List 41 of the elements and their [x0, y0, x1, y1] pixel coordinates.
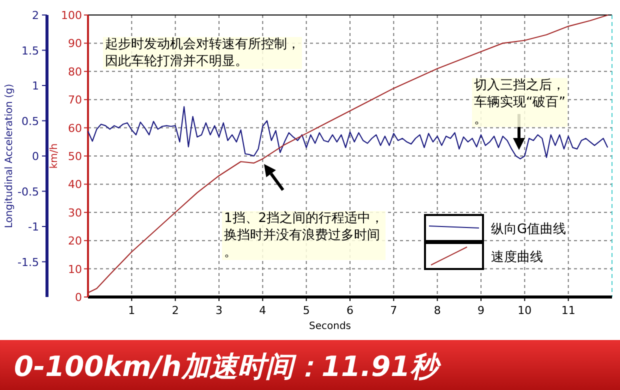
x-axis-title: Seconds — [308, 321, 352, 332]
y-tick-label: -0.5 — [18, 185, 39, 198]
line-series — [87, 106, 608, 160]
x-tick-label: 6 — [346, 304, 354, 317]
y-tick-label: 0.5 — [22, 114, 39, 128]
y-tick-label: 0 — [32, 150, 39, 163]
line-series — [87, 14, 609, 294]
y-tick-label: -1.5 — [18, 256, 39, 269]
x-tick-label: 9 — [478, 304, 484, 317]
y2-tick-label: 30 — [68, 206, 82, 220]
y2-tick-label: 60 — [68, 122, 82, 135]
annotation: 切入三挡之后，车辆实现“破百”。 — [474, 78, 566, 127]
y2-tick-label: 90 — [68, 37, 82, 50]
text: 0-100km/h加速时间：11.91秒 — [14, 350, 442, 383]
annotation: 起步时发动机会对转速有所控制，因此车轮打滑并不明显。 — [105, 37, 300, 69]
x-tick-label: 8 — [434, 304, 441, 317]
legend-label: 纵向G值曲线 — [491, 222, 566, 237]
x-tick-label: 10 — [518, 304, 532, 317]
y2-tick-label: 40 — [68, 178, 82, 192]
y2-tick-label: 70 — [68, 94, 82, 107]
legend-label: 速度曲线 — [491, 249, 543, 265]
y2-tick-label: 50 — [68, 150, 82, 163]
x-tick-label: 3 — [216, 304, 222, 317]
y2-axis-title: km/h — [49, 143, 60, 169]
y2-tick-label: 80 — [68, 65, 82, 78]
x-tick-label: 5 — [302, 304, 310, 317]
y-tick-label: 1 — [32, 80, 39, 92]
y2-tick-label: 0 — [75, 291, 82, 304]
y-tick-label: -1 — [28, 220, 39, 234]
x-tick-label: 2 — [172, 304, 179, 317]
x-tick-label: 1 — [128, 304, 136, 317]
y2-tick-label: 10 — [68, 262, 82, 276]
y2-tick-label: 100 — [61, 9, 82, 22]
y-tick-label: 1.5 — [22, 44, 39, 58]
x-tick-label: 4 — [259, 304, 266, 317]
y-axis-title: Longitudinal Acceleration (g) — [4, 84, 15, 228]
x-tick-label: 11 — [561, 304, 576, 317]
y-tick-label: 2 — [32, 9, 39, 22]
annotation: 1挡、2挡之间的行程适中，换挡时并没有浪费过多时间。 — [224, 211, 384, 260]
x-tick-label: 7 — [390, 304, 398, 317]
y2-tick-label: 20 — [68, 234, 82, 248]
